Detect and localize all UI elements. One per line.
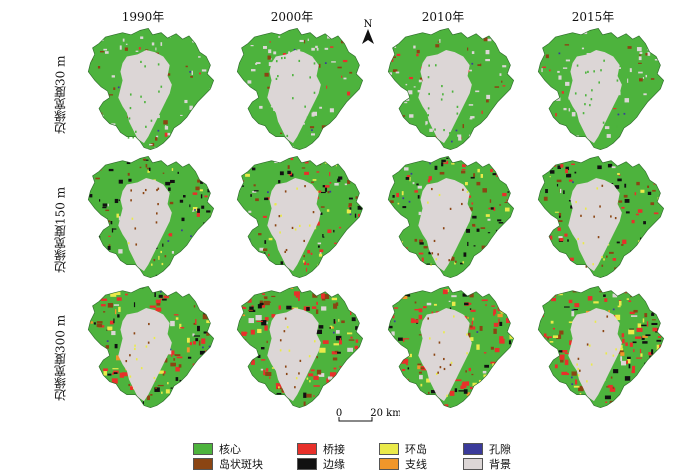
legend-label-islet: 岛状斑块 [219,458,263,471]
map-2000-300m [233,282,368,412]
legend-item-edge: 边缘 [297,456,345,472]
legend-swatch-edge [297,458,317,470]
legend-item-branch: 支线 [379,456,427,472]
north-arrow: N [359,18,377,48]
legend-label-edge: 边缘 [323,458,345,471]
scale-end-label: 20 km [370,408,400,419]
legend-label-background: 背景 [489,458,511,471]
map-2000-150m [233,152,368,282]
legend-swatch-branch [379,458,399,470]
column-title-2015: 2015年 [571,10,615,24]
scale-start-label: 0 [336,408,342,419]
legend-item-perforation: 孔隙 [463,441,511,457]
legend-item-core: 核心 [193,441,241,457]
map-1990-300m [84,282,219,412]
column-title-2000: 2000年 [270,10,314,24]
column-title-1990: 1990年 [121,10,165,24]
legend-label-bridge: 桥接 [323,443,345,456]
scale-bar-line [338,417,373,422]
legend-swatch-islet [193,458,213,470]
map-1990-30m [84,24,219,154]
legend-swatch-perforation [463,443,483,455]
map-2015-300m [534,282,669,412]
legend-label-loop: 环岛 [405,443,427,456]
legend-label-core: 核心 [219,443,241,456]
legend: 核心 岛状斑块 桥接 边缘 环岛 支线 孔隙 背景 [193,441,553,471]
north-label: N [364,19,373,30]
legend-item-islet: 岛状斑块 [193,456,263,472]
map-1990-150m [84,152,219,282]
row-title-30m: 边缘宽度30 m [53,55,68,135]
legend-item-bridge: 桥接 [297,441,345,457]
legend-swatch-loop [379,443,399,455]
column-title-2010: 2010年 [421,10,465,24]
row-title-150m: 边缘宽度150 m [53,186,68,274]
map-2010-300m [384,282,519,412]
legend-label-perforation: 孔隙 [489,443,511,456]
map-2015-30m [534,24,669,154]
row-title-300m: 边缘宽度300 m [53,314,68,401]
legend-swatch-background [463,458,483,470]
north-arrow-icon [362,29,374,44]
map-2010-150m [384,152,519,282]
legend-label-branch: 支线 [405,458,427,471]
legend-item-background: 背景 [463,456,511,472]
legend-swatch-core [193,443,213,455]
scale-bar: 0 20 km [330,406,402,430]
map-2010-30m [384,24,519,154]
map-2000-30m [233,24,368,154]
legend-item-loop: 环岛 [379,441,427,457]
map-2015-150m [534,152,669,282]
legend-swatch-bridge [297,443,317,455]
